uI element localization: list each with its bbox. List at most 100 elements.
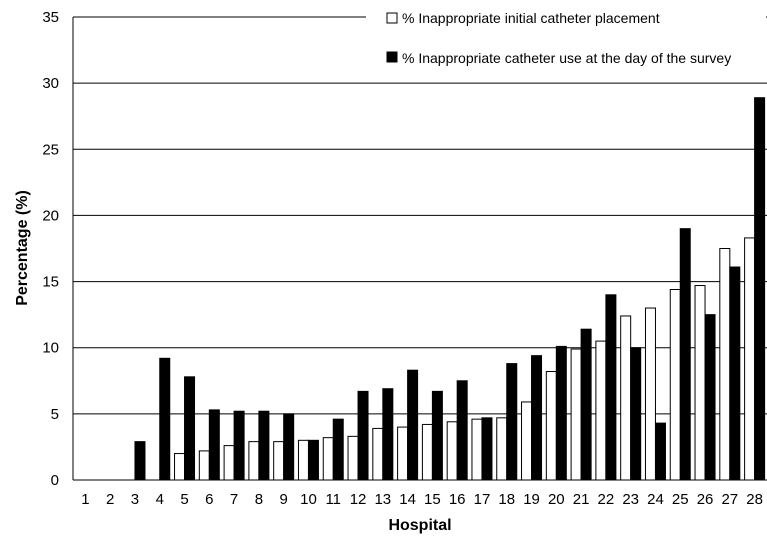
bar-initial-placement [248,441,260,481]
x-tick-label: 21 [573,491,590,508]
bar-initial-placement [744,237,756,481]
legend-label-day-of-survey: % Inappropriate catheter use at the day … [402,50,731,66]
bar-day-of-survey [605,294,617,481]
bar-initial-placement [223,445,235,481]
bar-day-of-survey [357,390,369,481]
bar-day-of-survey [382,388,394,481]
bar-initial-placement [694,285,706,481]
bar-initial-placement [644,307,656,481]
bar-day-of-survey [679,228,691,481]
bar-initial-placement [273,441,285,481]
y-tick-label: 35 [42,9,59,26]
bar-initial-placement [347,435,359,481]
x-tick-label: 3 [131,491,139,508]
bar-day-of-survey [159,357,171,481]
bar-day-of-survey [332,418,344,481]
bar-initial-placement [545,371,557,481]
bar-initial-placement [397,426,409,481]
x-tick-label: 27 [721,491,738,508]
bar-day-of-survey [456,380,468,481]
bar-initial-placement [322,437,334,481]
x-tick-label: 20 [548,491,565,508]
bar-initial-placement [421,423,433,481]
bar-day-of-survey [654,422,666,481]
legend-background [366,5,766,73]
x-tick-label: 24 [647,491,664,508]
bar-day-of-survey [506,363,518,481]
bar-initial-placement [521,401,533,481]
x-tick-label: 26 [697,491,714,508]
bar-day-of-survey [704,314,716,481]
x-tick-label: 6 [205,491,213,508]
axes [72,17,767,481]
x-tick-label: 12 [350,491,367,508]
bar-day-of-survey [184,376,196,481]
bar-initial-placement [297,439,309,481]
x-tick-label: 18 [498,491,515,508]
bar-day-of-survey [630,347,642,481]
bar-day-of-survey [233,410,245,481]
legend-swatch-day-of-survey [386,51,398,63]
x-tick-label: 13 [374,491,391,508]
x-tick-label: 22 [598,491,615,508]
x-tick-label: 9 [280,491,288,508]
y-tick-label: 25 [42,141,59,158]
x-tick-label: 5 [180,491,188,508]
legend: % Inappropriate initial catheter placeme… [366,5,766,73]
x-tick-label: 19 [523,491,540,508]
x-axis-title: Hospital [388,517,451,534]
x-tick-labels: 1 2 3 4 5 6 7 8 9 10 11 12 13 14 15 16 17 18 19 20 21 22 23 24 2… [81,491,763,508]
bar-day-of-survey [134,441,146,481]
x-tick-label: 1 [81,491,89,508]
x-tick-label: 2 [106,491,114,508]
y-tick-label: 30 [42,75,59,92]
bar-initial-placement [595,340,607,481]
x-tick-label: 23 [622,491,639,508]
bar-day-of-survey [283,413,295,481]
bar-day-of-survey [531,355,543,481]
bar-initial-placement [471,418,483,481]
legend-swatch-initial-placement [386,12,398,24]
x-tick-label: 16 [449,491,466,508]
bar-day-of-survey [208,409,220,481]
bar-day-of-survey [258,410,270,481]
x-tick-label: 17 [474,491,491,508]
bar-initial-placement [570,348,582,481]
x-tick-label: 15 [424,491,441,508]
y-tick-labels: 0 5 10 15 20 25 30 35 [42,9,59,489]
bar-day-of-survey [431,390,443,481]
x-tick-label: 28 [746,491,763,508]
y-tick-label: 0 [51,472,59,489]
bar-day-of-survey [407,369,419,481]
bar-initial-placement [174,453,186,481]
bar-day-of-survey [580,328,592,481]
bar-day-of-survey [555,345,567,481]
y-tick-label: 15 [42,274,59,291]
x-tick-label: 14 [399,491,416,508]
bar-initial-placement [446,421,458,481]
bar-day-of-survey [481,417,493,481]
legend-label-initial-placement: % Inappropriate initial catheter placeme… [402,10,660,26]
x-tick-label: 8 [255,491,263,508]
bar-initial-placement [620,315,632,481]
x-tick-label: 25 [672,491,689,508]
y-axis-title: Percentage (%) [14,190,31,306]
bar-initial-placement [372,427,384,481]
x-tick-label: 11 [325,491,341,508]
bar-initial-placement [496,417,508,481]
x-tick-label: 4 [156,491,164,508]
gridlines [73,16,767,415]
bars [134,97,766,481]
bar-day-of-survey [307,439,319,481]
bar-initial-placement [719,248,731,481]
x-tick-label: 10 [300,491,317,508]
x-tick-label: 7 [230,491,238,508]
y-tick-label: 5 [51,406,59,423]
bar-initial-placement [198,450,210,481]
y-tick-label: 10 [42,340,59,357]
y-tick-label: 20 [42,207,59,224]
bar-day-of-survey [754,97,766,481]
bar-initial-placement [669,289,681,481]
bar-day-of-survey [729,266,741,481]
